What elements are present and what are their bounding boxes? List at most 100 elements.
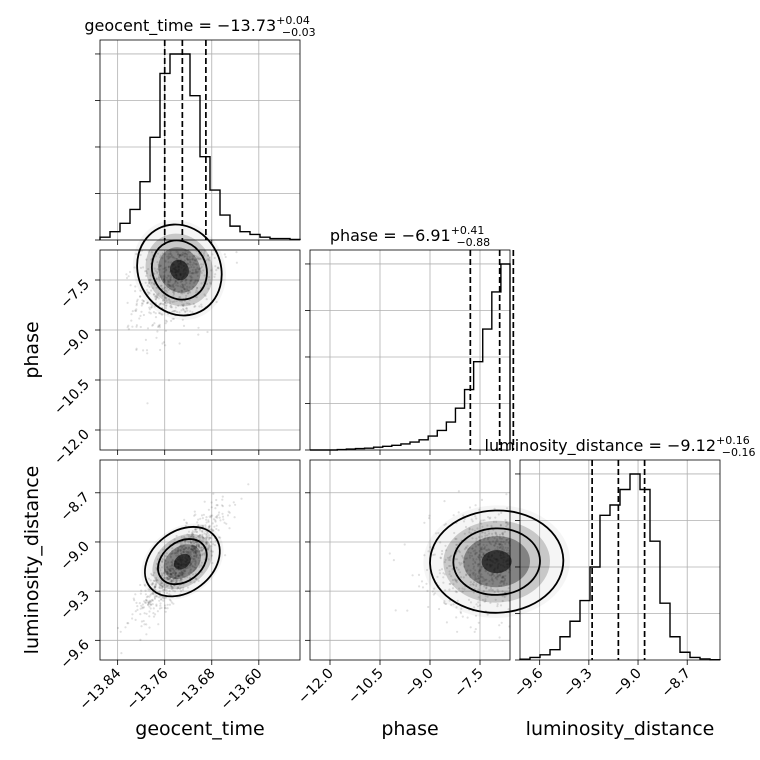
scatter-point [173, 257, 176, 260]
panel-frame [99, 39, 301, 241]
scatter-point [467, 564, 470, 567]
scatter-point [164, 596, 167, 599]
scatter-point [503, 577, 507, 580]
scatter-point [191, 533, 194, 536]
scatter-point [162, 599, 165, 602]
scatter-point [476, 527, 479, 530]
scatter-point [203, 532, 206, 535]
scatter-point [194, 280, 197, 283]
scatter-point [489, 586, 492, 589]
scatter-point [478, 536, 481, 539]
scatter-point [478, 581, 481, 584]
scatter-point [177, 587, 180, 590]
scatter-point [166, 576, 169, 579]
scatter-point [442, 576, 445, 579]
density-level [481, 550, 512, 574]
scatter-point [150, 306, 153, 309]
scatter-point [139, 295, 142, 298]
scatter-point [466, 616, 469, 619]
scatter-point [499, 523, 502, 527]
scatter-point [184, 255, 187, 258]
scatter-point [189, 570, 192, 574]
scatter-point [166, 283, 169, 286]
scatter-point [186, 253, 189, 256]
scatter-point [158, 586, 161, 589]
scatter-point [485, 578, 488, 581]
scatter-point [162, 548, 165, 551]
scatter-point [207, 508, 210, 511]
scatter-point [141, 607, 144, 610]
scatter-point [159, 274, 162, 277]
scatter-point [180, 590, 183, 593]
scatter-point [228, 504, 231, 507]
scatter-point [477, 563, 480, 566]
scatter-point [167, 568, 171, 572]
scatter-point [433, 553, 436, 556]
scatter-point [181, 284, 185, 287]
scatter-point [152, 593, 155, 596]
scatter-point [197, 524, 200, 527]
scatter-point [153, 295, 157, 298]
scatter-point [185, 302, 188, 305]
scatter-point [178, 256, 181, 259]
scatter-point [215, 504, 218, 507]
scatter-point [171, 571, 174, 574]
histogram-geocent-time [99, 53, 301, 241]
scatter-point [201, 529, 204, 533]
scatter-point [190, 258, 193, 261]
scatter-point [465, 573, 468, 576]
scatter-point [193, 258, 196, 261]
scatter-point [186, 575, 189, 579]
scatter-point [145, 272, 149, 275]
scatter-point [183, 291, 186, 294]
scatter-point [201, 540, 204, 543]
scatter-point [495, 538, 499, 541]
scatter-point [157, 263, 160, 266]
scatter-point [204, 524, 207, 527]
scatter-point [167, 567, 170, 571]
scatter-point [151, 592, 155, 595]
scatter-point [191, 272, 194, 275]
scatter-point [189, 250, 192, 253]
scatter-point [480, 498, 484, 501]
scatter-point [164, 253, 167, 256]
scatter-point [168, 570, 172, 573]
scatter-point [126, 301, 129, 304]
scatter-point [173, 570, 176, 573]
scatter-point [134, 285, 137, 288]
scatter-point [217, 529, 220, 532]
scatter-point [502, 576, 505, 579]
scatter-point [507, 551, 510, 554]
scatter-point [165, 289, 168, 292]
scatter-point [469, 581, 472, 584]
scatter-point [189, 569, 192, 572]
scatter-point [475, 540, 478, 543]
scatter-point [195, 554, 198, 557]
scatter-point [160, 606, 163, 610]
scatter-point [188, 275, 191, 278]
scatter-point [139, 266, 143, 269]
xtick-label: −8.7 [659, 666, 694, 701]
scatter-point [197, 535, 200, 538]
scatter-point [163, 570, 166, 573]
scatter-point [479, 582, 482, 585]
scatter-point [166, 566, 169, 569]
scatter-point [190, 568, 193, 571]
scatter-point [191, 544, 194, 548]
scatter-point [169, 279, 172, 282]
scatter-point [186, 551, 189, 554]
scatter-point [201, 548, 204, 552]
scatter-point [160, 566, 164, 569]
scatter-point [195, 540, 198, 544]
scatter-point [191, 276, 194, 279]
scatter-point [193, 544, 196, 548]
scatter-point [160, 302, 163, 305]
scatter-point [247, 483, 250, 486]
scatter-point [146, 352, 149, 355]
scatter-point [451, 587, 455, 590]
scatter-point [168, 275, 171, 278]
scatter-point [168, 284, 171, 287]
scatter-point [135, 308, 138, 311]
scatter-point [481, 580, 484, 583]
scatter-point [194, 268, 197, 271]
